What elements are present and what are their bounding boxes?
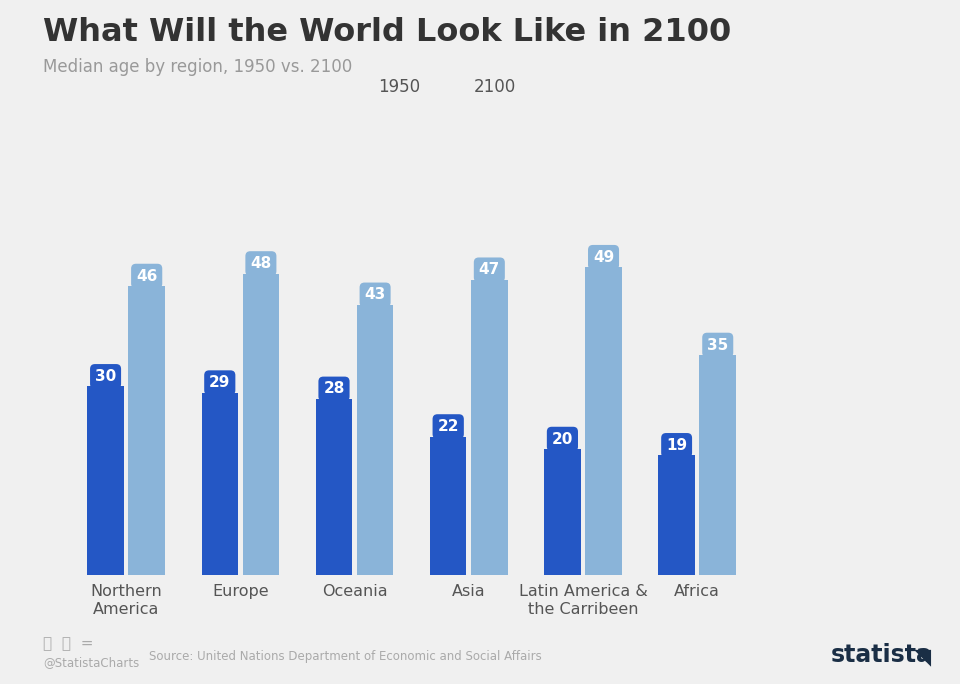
Bar: [316, 399, 352, 575]
Text: 30: 30: [95, 369, 116, 384]
Text: 49: 49: [593, 250, 614, 265]
Text: 28: 28: [324, 382, 345, 397]
Text: 19: 19: [666, 438, 687, 453]
Text: 2100: 2100: [474, 78, 516, 96]
Bar: [471, 280, 508, 575]
Text: 48: 48: [251, 256, 272, 271]
Text: 20: 20: [552, 432, 573, 447]
Text: Source: United Nations Department of Economic and Social Affairs: Source: United Nations Department of Eco…: [149, 650, 541, 663]
Bar: [700, 355, 736, 575]
Bar: [129, 286, 165, 575]
Text: 47: 47: [479, 263, 500, 278]
Text: @StatistaCharts: @StatistaCharts: [43, 656, 139, 669]
Text: 46: 46: [136, 269, 157, 284]
Text: Median age by region, 1950 vs. 2100: Median age by region, 1950 vs. 2100: [43, 58, 352, 76]
Text: What Will the World Look Like in 2100: What Will the World Look Like in 2100: [43, 17, 732, 48]
Text: ⓒ  ⓘ  =: ⓒ ⓘ =: [43, 636, 94, 651]
Bar: [357, 305, 394, 575]
Bar: [243, 274, 279, 575]
Bar: [544, 449, 581, 575]
Bar: [87, 386, 124, 575]
Text: 43: 43: [365, 287, 386, 302]
Bar: [659, 456, 695, 575]
Bar: [586, 267, 622, 575]
Text: 22: 22: [438, 419, 459, 434]
Bar: [202, 393, 238, 575]
Text: 35: 35: [708, 338, 729, 353]
Text: statista: statista: [830, 643, 932, 667]
Bar: [430, 436, 467, 575]
Text: 29: 29: [209, 376, 230, 390]
Text: ◥: ◥: [914, 647, 931, 667]
Text: 1950: 1950: [378, 78, 420, 96]
